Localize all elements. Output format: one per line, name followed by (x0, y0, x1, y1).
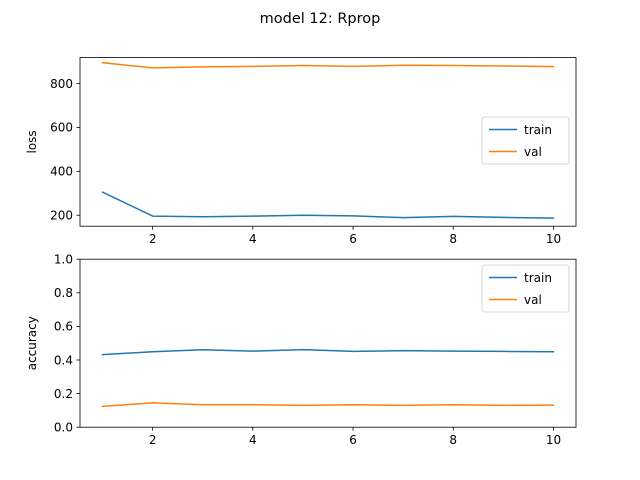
series-line-train (101, 191, 555, 219)
series-line-val (101, 61, 555, 69)
y-tick-label: 600 (50, 121, 73, 135)
y-tick-label: 400 (50, 165, 73, 179)
series-line-train (101, 348, 555, 356)
x-tick-label: 6 (349, 433, 357, 447)
figure-title: model 12: Rprop (260, 11, 381, 27)
y-tick-label: 0.6 (54, 320, 73, 334)
legend-label-train: train (524, 123, 552, 137)
subplots: 2 4 6 8 10 200 400 600 800 loss train val 2 4 6 8 10 0.0 0… (25, 57, 577, 447)
legend-label-train: train (524, 271, 552, 285)
x-tick-label: 4 (249, 232, 257, 246)
legend: train val (481, 264, 570, 313)
x-tick-label: 8 (449, 232, 457, 246)
y-tick-label: 0.0 (54, 421, 73, 435)
y-tick-label: 0.2 (54, 387, 73, 401)
x-tick-label: 2 (149, 433, 157, 447)
y-tick-label: 800 (50, 77, 73, 91)
subplot-loss: 2 4 6 8 10 200 400 600 800 loss train val (25, 57, 577, 246)
legend-label-val: val (524, 293, 542, 307)
x-tick-label: 8 (449, 433, 457, 447)
legend-label-val: val (524, 145, 542, 159)
series-line-val (101, 402, 555, 408)
y-tick-label: 1.0 (54, 253, 73, 267)
y-tick-label: 200 (50, 209, 73, 223)
x-tick-label: 4 (249, 433, 257, 447)
axes-frame (79, 57, 577, 227)
x-tick-label: 10 (546, 433, 561, 447)
x-tick-label: 10 (546, 232, 561, 246)
subplot-accuracy: 2 4 6 8 10 0.0 0.2 0.4 0.6 0.8 1.0 accuracy train val (25, 253, 577, 447)
y-tick-label: 0.8 (54, 286, 73, 300)
x-tick-label: 2 (149, 232, 157, 246)
x-tick-label: 6 (349, 232, 357, 246)
legend: train val (481, 116, 570, 165)
y-axis-label: loss (25, 130, 39, 153)
axes-frame (79, 258, 577, 428)
y-tick-label: 0.4 (54, 353, 73, 367)
y-axis-label: accuracy (25, 316, 39, 370)
